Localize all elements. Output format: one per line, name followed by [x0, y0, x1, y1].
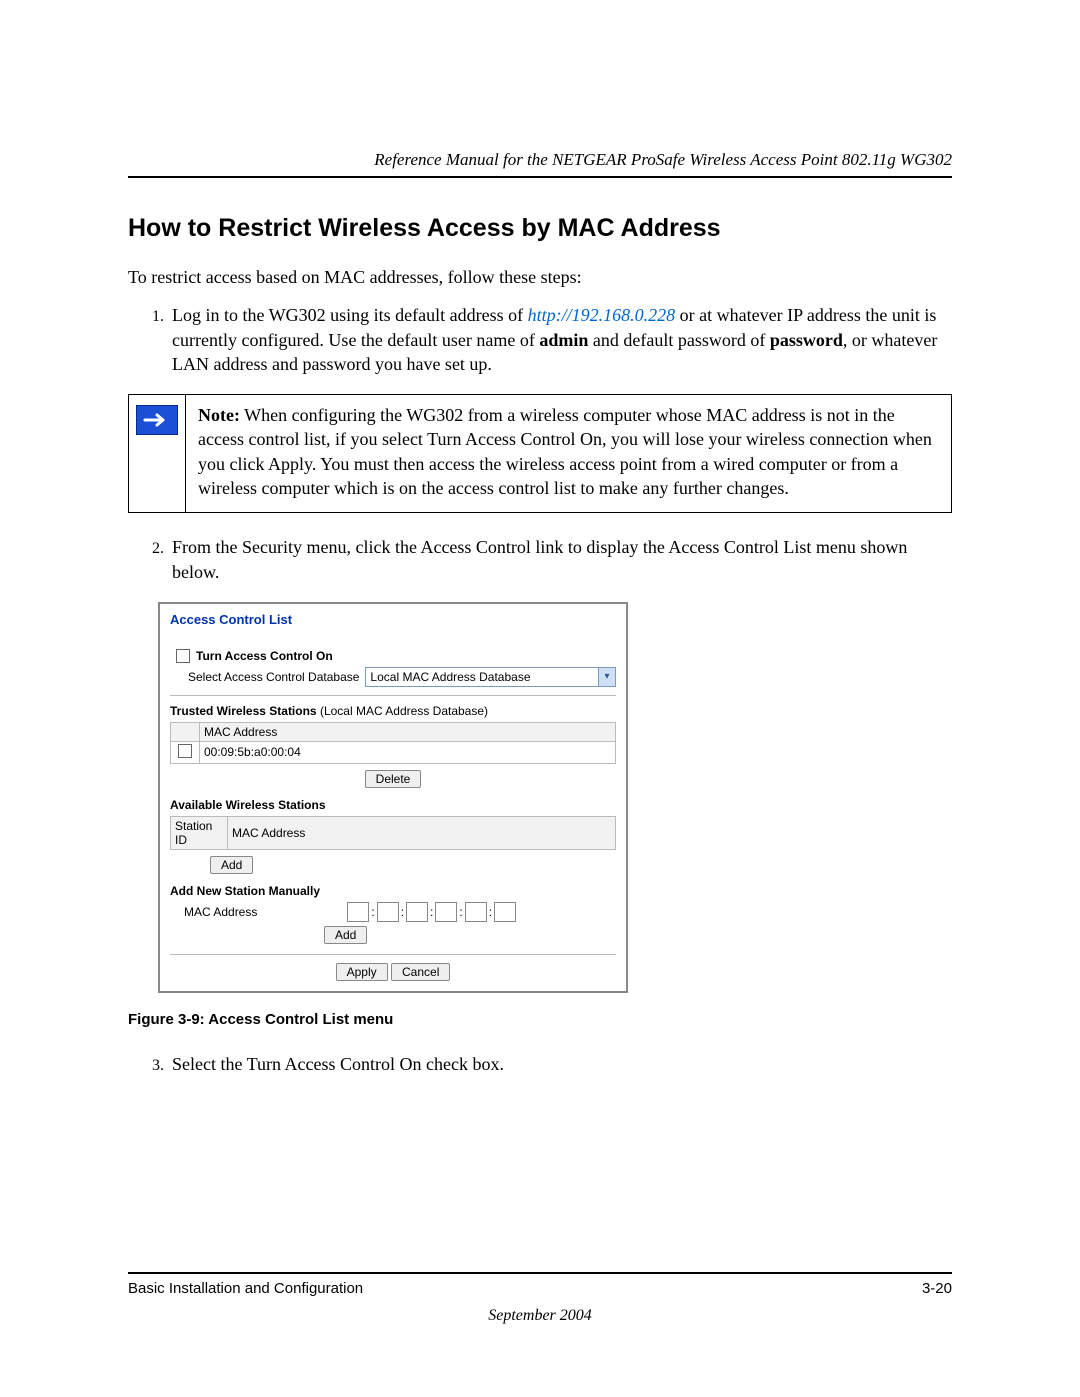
step-2: From the Security menu, click the Access…	[168, 535, 952, 584]
manual-add-button[interactable]: Add	[324, 926, 367, 944]
acl-panel: Access Control List Turn Access Control …	[158, 602, 628, 993]
turn-access-label: Turn Access Control On	[196, 649, 333, 663]
page-footer: Basic Installation and Configuration 3-2…	[128, 1272, 952, 1325]
note-icon-cell	[129, 395, 186, 512]
add-row: Add	[170, 856, 616, 874]
mac-sep: :	[428, 905, 435, 919]
note-label: Note:	[198, 405, 240, 425]
divider	[170, 954, 616, 955]
manual-add-row: Add	[170, 926, 616, 944]
section-title: How to Restrict Wireless Access by MAC A…	[128, 214, 952, 243]
footer-rule	[128, 1272, 952, 1274]
available-heading: Available Wireless Stations	[170, 798, 616, 812]
arrow-icon	[136, 405, 178, 435]
password-bold: password	[770, 330, 843, 350]
footer-left: Basic Installation and Configuration	[128, 1280, 363, 1297]
note-text: Note: When configuring the WG302 from a …	[186, 395, 951, 512]
acl-screenshot: Access Control List Turn Access Control …	[158, 602, 952, 993]
trusted-row-check-cell	[171, 741, 200, 763]
figure-caption: Figure 3-9: Access Control List menu	[128, 1011, 952, 1028]
mac-sep: :	[457, 905, 464, 919]
manual-mac-label: MAC Address	[184, 905, 257, 919]
mac-octet-input[interactable]	[435, 902, 457, 922]
available-table: Station ID MAC Address	[170, 816, 616, 850]
chevron-down-icon: ▾	[598, 668, 615, 686]
select-db-row: Select Access Control Database Local MAC…	[188, 667, 616, 687]
manual-heading: Add New Station Manually	[170, 884, 616, 898]
apply-button[interactable]: Apply	[336, 963, 388, 981]
footer-right: 3-20	[922, 1280, 952, 1297]
step-1: Log in to the WG302 using its default ad…	[168, 303, 952, 376]
mac-sep: :	[487, 905, 494, 919]
step-3: Select the Turn Access Control On check …	[168, 1052, 952, 1076]
trusted-heading: Trusted Wireless Stations (Local MAC Add…	[170, 704, 616, 718]
mac-sep: :	[399, 905, 406, 919]
trusted-mac-cell: 00:09:5b:a0:00:04	[200, 741, 616, 763]
mac-octet-input[interactable]	[494, 902, 516, 922]
select-db-value: Local MAC Address Database	[370, 670, 530, 684]
mac-input-group: : : : : :	[347, 902, 516, 922]
steps-list: Log in to the WG302 using its default ad…	[128, 303, 952, 376]
mac-sep: :	[369, 905, 376, 919]
add-button[interactable]: Add	[210, 856, 253, 874]
mac-octet-input[interactable]	[347, 902, 369, 922]
table-row: Station ID MAC Address	[171, 816, 616, 849]
select-db-label: Select Access Control Database	[188, 670, 359, 684]
delete-button[interactable]: Delete	[365, 770, 422, 788]
note-body: When configuring the WG302 from a wirele…	[198, 405, 932, 498]
mac-header-2: MAC Address	[228, 816, 616, 849]
mac-octet-input[interactable]	[377, 902, 399, 922]
mac-octet-input[interactable]	[465, 902, 487, 922]
table-row: 00:09:5b:a0:00:04	[171, 741, 616, 763]
admin-bold: admin	[539, 330, 588, 350]
steps-list-2: From the Security menu, click the Access…	[128, 535, 952, 584]
step1-text-c: and default password of	[588, 330, 769, 350]
apply-cancel-row: Apply Cancel	[170, 963, 616, 981]
trusted-heading-paren: (Local MAC Address Database)	[317, 704, 488, 718]
turn-access-checkbox[interactable]	[176, 649, 190, 663]
select-db-dropdown[interactable]: Local MAC Address Database ▾	[365, 667, 616, 687]
acl-panel-title: Access Control List	[170, 612, 616, 627]
footer-date: September 2004	[128, 1307, 952, 1325]
table-row: MAC Address	[171, 722, 616, 741]
intro-paragraph: To restrict access based on MAC addresse…	[128, 265, 952, 289]
trusted-row-checkbox[interactable]	[178, 744, 192, 758]
mac-octet-input[interactable]	[406, 902, 428, 922]
default-ip-link[interactable]: http://192.168.0.228	[528, 305, 676, 325]
manual-mac-row: MAC Address : : : : :	[184, 902, 616, 922]
delete-row: Delete	[170, 770, 616, 788]
trusted-heading-text: Trusted Wireless Stations	[170, 704, 317, 718]
station-id-header: Station ID	[171, 816, 228, 849]
trusted-table: MAC Address 00:09:5b:a0:00:04	[170, 722, 616, 764]
manual-page: Reference Manual for the NETGEAR ProSafe…	[0, 0, 1080, 1397]
note-box: Note: When configuring the WG302 from a …	[128, 394, 952, 513]
check-header	[171, 722, 200, 741]
page-header: Reference Manual for the NETGEAR ProSafe…	[128, 150, 952, 178]
divider	[170, 695, 616, 696]
step1-text-a: Log in to the WG302 using its default ad…	[172, 305, 528, 325]
mac-header: MAC Address	[200, 722, 616, 741]
cancel-button[interactable]: Cancel	[391, 963, 450, 981]
turn-access-row: Turn Access Control On	[176, 649, 616, 663]
steps-list-3: Select the Turn Access Control On check …	[128, 1052, 952, 1076]
footer-line: Basic Installation and Configuration 3-2…	[128, 1280, 952, 1297]
